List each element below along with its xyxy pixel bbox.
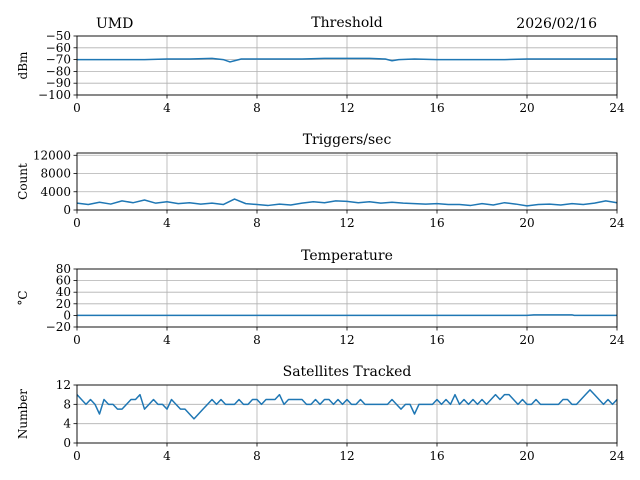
y-tick-label: −60 xyxy=(46,41,71,55)
x-tick-label: 4 xyxy=(163,449,171,463)
y-tick-label: −100 xyxy=(38,88,71,102)
y-tick-label: −70 xyxy=(46,53,71,67)
x-tick-label: 12 xyxy=(339,333,354,347)
y-tick-label: 8000 xyxy=(40,167,71,181)
x-tick-label: 12 xyxy=(339,449,354,463)
x-tick-label: 0 xyxy=(73,449,81,463)
x-tick-label: 24 xyxy=(609,333,625,347)
x-tick-label: 4 xyxy=(163,333,171,347)
y-axis-label: °C xyxy=(16,290,30,305)
x-tick-label: 24 xyxy=(609,216,625,230)
series-line xyxy=(77,314,617,317)
x-tick-label: 8 xyxy=(253,101,261,115)
x-tick-label: 20 xyxy=(519,101,534,115)
y-tick-label: 0 xyxy=(63,308,71,322)
x-tick-label: 0 xyxy=(73,216,81,230)
x-tick-label: 4 xyxy=(163,216,171,230)
y-axis-label: dBm xyxy=(16,51,30,80)
x-tick-label: 20 xyxy=(519,216,534,230)
panel-title: Satellites Tracked xyxy=(283,364,412,380)
y-tick-label: 8 xyxy=(63,397,71,411)
x-tick-label: 16 xyxy=(429,333,444,347)
x-tick-label: 24 xyxy=(609,449,625,463)
x-tick-label: 8 xyxy=(253,449,261,463)
series-line xyxy=(77,57,617,63)
series-line xyxy=(76,389,618,420)
panels: 0 4 8 12 16 20 24 −100−90−80−70−60−50 Threshold d… xyxy=(16,15,625,463)
y-tick-label: 12000 xyxy=(33,148,71,162)
x-tick-label: 20 xyxy=(519,449,534,463)
station-label: UMD xyxy=(96,16,133,32)
y-tick-label: 0 xyxy=(63,203,71,217)
y-tick-label: 4 xyxy=(63,417,71,431)
y-tick-label: −20 xyxy=(46,320,71,334)
x-tick-label: 8 xyxy=(253,216,261,230)
x-tick-label: 16 xyxy=(429,101,444,115)
panel-1: 0 4 8 12 16 20 24 −100−90−80−70−60−50 Threshold d… xyxy=(16,15,625,115)
y-axis-label: Count xyxy=(16,163,30,200)
y-tick-label: 20 xyxy=(56,297,71,311)
y-tick-label: 4000 xyxy=(40,185,71,199)
y-tick-label: 0 xyxy=(63,436,71,450)
series-line xyxy=(76,198,618,207)
x-tick-label: 12 xyxy=(339,101,354,115)
y-axis-label: Number xyxy=(16,389,30,439)
y-tick-label: 80 xyxy=(56,262,71,276)
y-tick-label: 12 xyxy=(56,378,71,392)
date-label: 2026/02/16 xyxy=(516,16,597,32)
y-tick-label: −90 xyxy=(46,76,71,90)
x-tick-label: 8 xyxy=(253,333,261,347)
panel-2: 0 4 8 12 16 20 24 0 4000 8000 12000 Triggers/sec Cou… xyxy=(16,132,625,230)
panel-title: Triggers/sec xyxy=(303,132,392,148)
x-tick-label: 24 xyxy=(609,101,625,115)
x-tick-label: 20 xyxy=(519,333,534,347)
x-tick-label: 16 xyxy=(429,216,444,230)
x-tick-label: 0 xyxy=(73,333,81,347)
y-tick-label: 40 xyxy=(56,285,71,299)
panel-title: Threshold xyxy=(311,15,382,31)
panel-4: 0 4 8 12 16 20 24 0 4 8 12 Satellites Tracked Number xyxy=(16,364,625,463)
y-tick-label: −80 xyxy=(46,64,71,78)
x-tick-label: 12 xyxy=(339,216,354,230)
panel-title: Temperature xyxy=(301,248,393,264)
y-tick-label: 60 xyxy=(56,274,71,288)
x-tick-label: 16 xyxy=(429,449,444,463)
x-tick-label: 4 xyxy=(163,101,171,115)
y-tick-label: −50 xyxy=(46,29,71,43)
x-tick-label: 0 xyxy=(73,101,81,115)
